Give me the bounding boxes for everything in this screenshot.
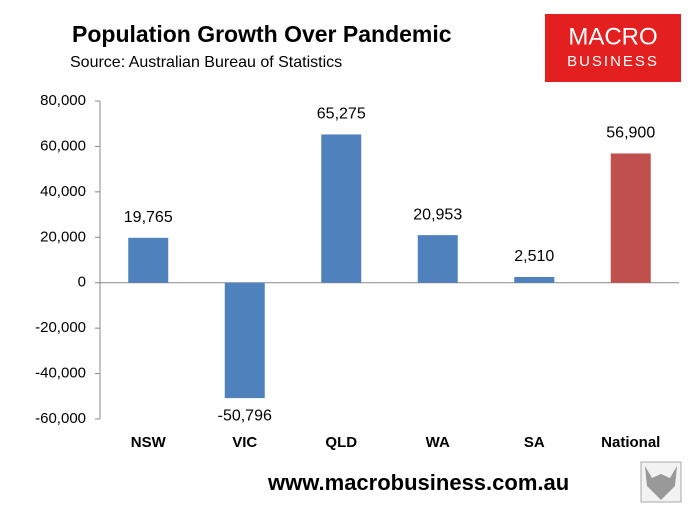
bar bbox=[128, 237, 169, 283]
bar bbox=[321, 134, 362, 283]
y-tick-label: -20,000 bbox=[35, 319, 86, 336]
x-tick-label: NSW bbox=[131, 434, 167, 451]
y-tick-label: 80,000 bbox=[40, 92, 86, 109]
bar bbox=[224, 282, 265, 399]
value-label: 56,900 bbox=[606, 125, 655, 142]
value-label: 2,510 bbox=[514, 248, 554, 265]
x-tick-label: National bbox=[601, 434, 660, 451]
value-label: 20,953 bbox=[413, 206, 462, 223]
y-tick-label: -40,000 bbox=[35, 365, 86, 382]
y-tick-label: 0 bbox=[78, 274, 86, 291]
wolf-icon bbox=[640, 461, 682, 503]
bar bbox=[610, 153, 651, 283]
y-tick-label: -60,000 bbox=[35, 410, 86, 427]
value-label: 19,765 bbox=[124, 209, 173, 226]
y-tick-label: 60,000 bbox=[40, 137, 86, 154]
footer: www.macrobusiness.com.au bbox=[267, 470, 569, 495]
bar bbox=[514, 277, 555, 283]
y-tick-label: 40,000 bbox=[40, 183, 86, 200]
x-tick-label: WA bbox=[426, 434, 450, 451]
chart-title: Population Growth Over Pandemic bbox=[72, 21, 452, 47]
logo-text: MACRO bbox=[568, 23, 657, 50]
logo-box bbox=[545, 14, 681, 82]
y-tick-label: 20,000 bbox=[40, 228, 86, 245]
x-tick-label: QLD bbox=[325, 434, 357, 451]
x-tick-label: VIC bbox=[232, 434, 257, 451]
chart-subtitle: Source: Australian Bureau of Statistics bbox=[70, 54, 342, 71]
value-label: 65,275 bbox=[317, 106, 366, 123]
value-label: -50,796 bbox=[218, 407, 272, 424]
logo-text: BUSINESS bbox=[567, 53, 659, 70]
x-tick-label: SA bbox=[524, 434, 545, 451]
bar bbox=[417, 235, 458, 283]
